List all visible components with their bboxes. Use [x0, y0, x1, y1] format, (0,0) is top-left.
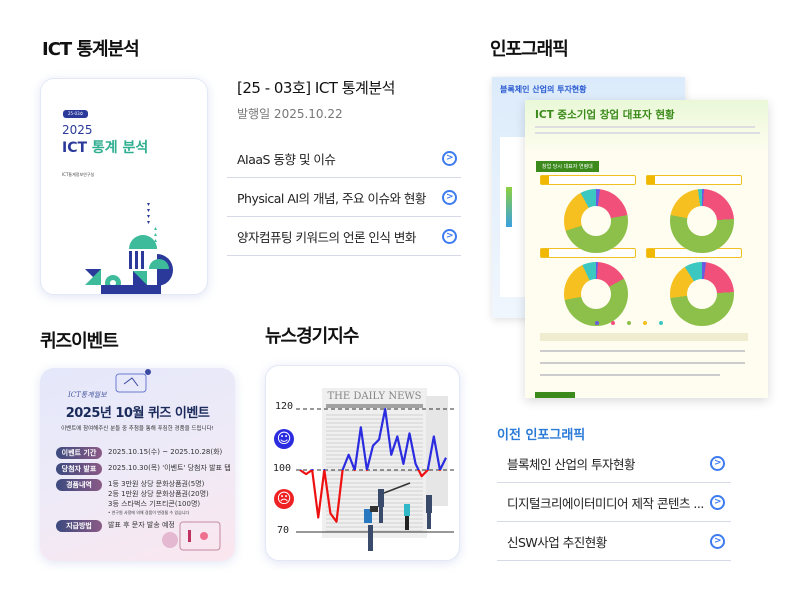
- cover-title: ICT 통계 분석: [62, 140, 149, 156]
- news-index-card[interactable]: THE DAILY NEWS 120 100 70 ☺ ☹: [265, 365, 460, 561]
- article-label: AIaaS 동향 및 이슈: [237, 151, 336, 167]
- frown-icon: ☹: [274, 489, 294, 509]
- previous-item[interactable]: 블록체인 산업의 투자현황 >: [497, 444, 731, 483]
- previous-label: 신SW사업 추진현황: [507, 534, 607, 550]
- previous-item[interactable]: 디지털크리에이터미디어 제작 콘텐츠 ... >: [497, 483, 731, 522]
- y-tick-label: 120: [275, 401, 294, 412]
- chevron-right-icon[interactable]: >: [442, 150, 457, 166]
- previous-infographic-list: 블록체인 산업의 투자현황 > 디지털크리에이터미디어 제작 콘텐츠 ... > 신…: [497, 444, 731, 561]
- newspaper-title: THE DAILY NEWS: [327, 391, 422, 402]
- article-item[interactable]: Physical AI의 개념, 주요 이슈와 현황 >: [227, 178, 461, 217]
- chevron-right-icon[interactable]: >: [710, 455, 725, 471]
- back-thumbnail-title: 블록체인 산업의 투자현황: [500, 85, 587, 94]
- article-label: Physical AI의 개념, 주요 이슈와 현황: [237, 190, 426, 206]
- smile-icon: ☺: [274, 429, 294, 449]
- series-line-below: [299, 470, 442, 523]
- series-line-above: [300, 407, 447, 470]
- chevron-right-icon[interactable]: >: [442, 189, 457, 205]
- previous-item[interactable]: 신SW사업 추진현황 >: [497, 522, 731, 561]
- previous-infographic-title: 이전 인포그래픽: [497, 428, 586, 443]
- article-label: 양자컴퓨팅 키워드의 언론 인식 변화: [237, 229, 416, 245]
- quiz-illustration-icon: [115, 369, 151, 393]
- cover-badge: 25-03호: [63, 110, 89, 118]
- quiz-title: 퀴즈이벤트: [40, 331, 119, 352]
- infographic-front-thumbnail[interactable]: ICT 중소기업 창업 대표자 현황 창업 당시 대표자 연령대: [525, 100, 768, 398]
- issue-title[interactable]: [25 - 03호] ICT 통계분석: [237, 79, 395, 97]
- news-index-chart: [296, 407, 454, 533]
- quiz-value: 2025.10.15(수) ~ 2025.10.28(화): [108, 448, 223, 456]
- front-thumbnail-title: ICT 중소기업 창업 대표자 현황: [535, 109, 675, 121]
- quiz-label: 이벤트 기간: [56, 447, 102, 459]
- previous-label: 디지털크리에이터미디어 제작 콘텐츠 ...: [507, 495, 704, 511]
- quiz-value: 3등 스타벅스 기프티콘(100명): [108, 500, 201, 508]
- cover-graphic: [85, 203, 173, 294]
- quiz-label: 당첨자 발표: [56, 463, 102, 475]
- quiz-event-card[interactable]: ICT통계월보 2025년 10월 퀴즈 이벤트 이벤트에 참여해주신 분들 중…: [40, 368, 235, 561]
- reporters-illustration-icon: [364, 482, 432, 551]
- y-tick-label: 100: [273, 463, 292, 474]
- quiz-label: 지급방법: [56, 520, 102, 532]
- donut-legend: [595, 321, 663, 325]
- front-subhead: 창업 당시 대표자 연령대: [536, 161, 599, 172]
- ict-stats-cover[interactable]: 25-03호 2025 ICT 통계 분석 ICT통계정보연구실: [40, 78, 208, 295]
- quiz-value: 2025.10.30(목) '이벤트' 당첨자 발표 탭: [108, 464, 231, 472]
- cover-year: 2025: [62, 123, 93, 137]
- quiz-details: 이벤트 기간 2025.10.15(수) ~ 2025.10.28(화) 당첨자 …: [56, 447, 231, 536]
- chevron-right-icon[interactable]: >: [442, 228, 457, 244]
- previous-label: 블록체인 산업의 투자현황: [507, 456, 635, 472]
- quiz-value: 2등 1만원 상당 문화상품권(20명): [108, 490, 209, 498]
- issue-date: 발행일 2025.10.22: [237, 107, 343, 121]
- quiz-event-subtitle: 이벤트에 참여해주신 분들 중 추첨을 통해 푸짐한 경품을 드립니다!: [61, 426, 214, 432]
- chevron-right-icon[interactable]: >: [710, 533, 725, 549]
- article-item[interactable]: 양자컴퓨팅 키워드의 언론 인식 변화 >: [227, 217, 461, 256]
- quiz-note: • 연구원 사정에 의해 경품이 변경될 수 있습니다: [108, 510, 190, 515]
- article-item[interactable]: AIaaS 동향 및 이슈 >: [227, 139, 461, 178]
- cover-publisher: ICT통계정보연구실: [62, 172, 95, 177]
- ict-stats-title: ICT 통계분석: [42, 39, 140, 60]
- quiz-script-logo: ICT통계월보: [68, 391, 107, 399]
- infographic-title: 인포그래픽: [490, 39, 569, 60]
- quiz-value: 1등 3만원 상당 문화상품권(5명): [108, 480, 205, 488]
- quiz-value: 발표 후 문자 발송 예정: [108, 521, 175, 529]
- y-tick-label: 70: [277, 525, 290, 536]
- chevron-right-icon[interactable]: >: [710, 494, 725, 510]
- quiz-decor-illustration-icon: [162, 521, 221, 551]
- quiz-label: 경품내역: [56, 479, 102, 491]
- ict-articles-list: AIaaS 동향 및 이슈 > Physical AI의 개념, 주요 이슈와 현…: [227, 139, 461, 256]
- quiz-event-title: 2025년 10월 퀴즈 이벤트: [65, 406, 210, 421]
- news-index-title: 뉴스경기지수: [265, 326, 359, 347]
